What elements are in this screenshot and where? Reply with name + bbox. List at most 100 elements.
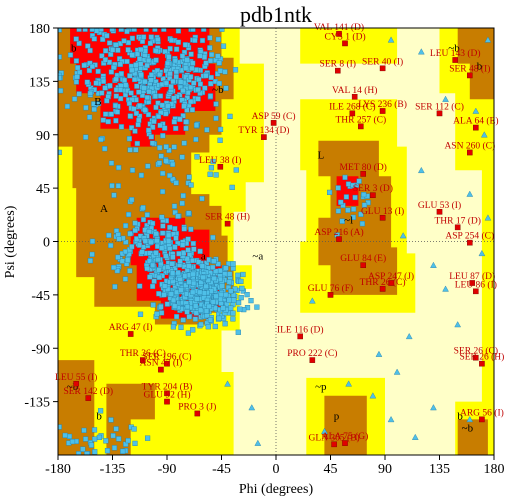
residue-point bbox=[159, 102, 165, 108]
residue-point bbox=[184, 107, 190, 113]
residue-point bbox=[142, 48, 148, 54]
residue-point bbox=[171, 95, 177, 101]
outlier-label: LEU 143 (D) bbox=[430, 48, 481, 59]
outlier-label: THR 17 (D) bbox=[434, 215, 480, 226]
residue-point bbox=[131, 426, 137, 432]
residue-point bbox=[137, 103, 143, 109]
residue-point bbox=[126, 136, 133, 142]
residue-point bbox=[149, 220, 156, 227]
residue-point bbox=[172, 244, 178, 250]
residue-point bbox=[172, 209, 178, 216]
residue-point bbox=[81, 62, 87, 69]
residue-point bbox=[178, 324, 184, 330]
residue-point bbox=[193, 136, 199, 143]
x-tick-label: 0 bbox=[273, 462, 280, 477]
residue-point bbox=[153, 231, 159, 237]
residue-point bbox=[102, 57, 109, 63]
residue-point bbox=[108, 69, 115, 75]
outlier-label: GLU 53 (I) bbox=[418, 200, 461, 211]
residue-point bbox=[350, 182, 356, 189]
residue-point bbox=[197, 53, 203, 59]
residue-point bbox=[217, 268, 224, 274]
region-label: b bbox=[457, 410, 463, 422]
residue-point bbox=[95, 68, 101, 75]
residue-point bbox=[86, 67, 93, 74]
glycine-point bbox=[417, 166, 425, 174]
residue-point bbox=[189, 107, 196, 113]
glycine-point bbox=[405, 332, 413, 340]
residue-point bbox=[227, 113, 233, 120]
residue-point bbox=[184, 256, 190, 262]
residue-point bbox=[145, 163, 151, 169]
residue-point bbox=[172, 226, 178, 232]
y-tick-label: -45 bbox=[31, 289, 50, 304]
x-axis-title: Phi (degrees) bbox=[239, 482, 314, 497]
residue-point bbox=[204, 127, 210, 133]
residue-point bbox=[192, 316, 199, 322]
outlier-label: THR 26 (C) bbox=[360, 277, 406, 288]
residue-point bbox=[203, 73, 209, 79]
residue-point bbox=[140, 216, 147, 223]
residue-point bbox=[88, 442, 95, 448]
y-axis-title: Psi (degrees) bbox=[3, 205, 18, 278]
outlier-label: THR 257 (C) bbox=[335, 114, 386, 125]
outlier-label: ARG 47 (I) bbox=[109, 322, 153, 333]
residue-point bbox=[199, 195, 205, 202]
residue-point bbox=[239, 285, 245, 292]
residue-point bbox=[112, 284, 118, 290]
residue-point bbox=[58, 424, 62, 430]
residue-point bbox=[179, 97, 185, 103]
residue-point bbox=[211, 275, 217, 282]
residue-point bbox=[343, 194, 350, 200]
glycine-point bbox=[480, 131, 488, 138]
residue-point bbox=[170, 297, 177, 303]
residue-point bbox=[140, 205, 146, 211]
outlier-marker bbox=[436, 208, 443, 215]
residue-point bbox=[167, 224, 173, 231]
residue-point bbox=[186, 210, 192, 216]
residue-point bbox=[127, 231, 133, 237]
residue-point bbox=[87, 258, 94, 264]
outlier-marker bbox=[379, 108, 386, 114]
residue-point bbox=[240, 271, 246, 278]
residue-point bbox=[138, 47, 144, 53]
region-label: b bbox=[71, 43, 77, 55]
residue-point bbox=[146, 57, 152, 64]
residue-point bbox=[238, 278, 244, 285]
residue-point bbox=[213, 101, 219, 107]
residue-point bbox=[183, 125, 189, 131]
region-allowed-bottom-right bbox=[457, 419, 488, 455]
residue-point bbox=[151, 118, 157, 125]
residue-point bbox=[66, 433, 73, 440]
residue-point bbox=[153, 57, 159, 63]
residue-point bbox=[229, 184, 235, 191]
residue-point bbox=[138, 72, 144, 78]
residue-point bbox=[165, 264, 171, 270]
residue-point bbox=[111, 264, 117, 271]
residue-point bbox=[218, 291, 224, 298]
residue-point bbox=[84, 451, 90, 455]
residue-point bbox=[152, 28, 158, 32]
residue-point bbox=[188, 182, 194, 188]
outlier-marker bbox=[194, 410, 201, 417]
residue-point bbox=[170, 254, 176, 260]
residue-point bbox=[169, 270, 176, 276]
residue-point bbox=[69, 439, 76, 445]
residue-point bbox=[227, 271, 233, 277]
residue-point bbox=[117, 95, 124, 102]
y-tick-label: 180 bbox=[29, 22, 50, 37]
outlier-label: GLU 84 (E) bbox=[340, 253, 386, 264]
residue-point bbox=[165, 238, 172, 244]
outlier-label: MET 80 (D) bbox=[340, 162, 387, 173]
outlier-marker bbox=[224, 220, 231, 227]
residue-point bbox=[150, 124, 156, 130]
residue-point bbox=[133, 110, 140, 117]
residue-point bbox=[181, 140, 187, 146]
residue-point bbox=[210, 299, 216, 305]
residue-point bbox=[173, 180, 179, 186]
glycine-point bbox=[484, 36, 492, 43]
residue-point bbox=[127, 268, 133, 274]
outlier-marker bbox=[479, 360, 485, 367]
outlier-marker bbox=[360, 262, 367, 269]
residue-point bbox=[219, 28, 225, 32]
